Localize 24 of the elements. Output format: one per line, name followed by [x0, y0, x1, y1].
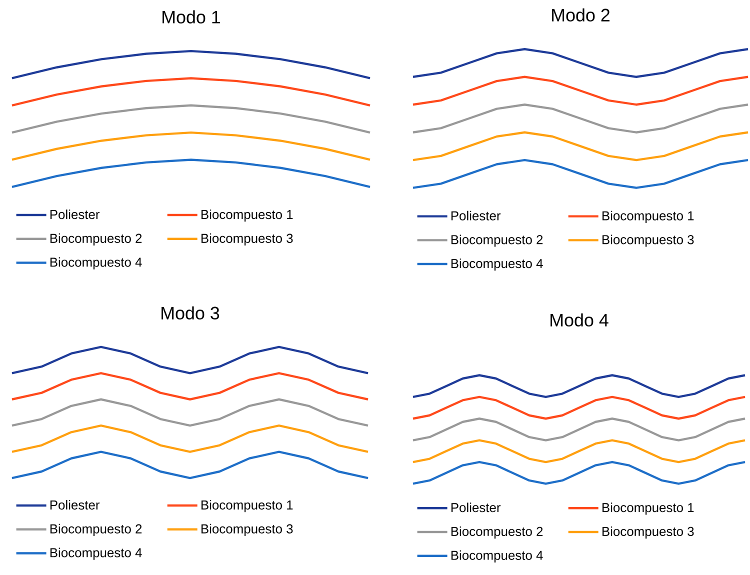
chart-title: Modo 1	[162, 10, 220, 24]
legend-label: Biocompuesto 2	[50, 233, 142, 246]
legend-label: Poliester	[451, 502, 501, 512]
legend-label: Biocompuesto 1	[202, 500, 293, 512]
legend-label: Biocompuesto 3	[602, 526, 694, 539]
chart-title: Modo 4	[550, 313, 608, 326]
legend-label: Biocompuesto 1	[602, 502, 694, 515]
legend-label: Biocompuesto 4	[50, 257, 142, 270]
legend-label: Biocompuesto 4	[451, 550, 543, 562]
legend-label: Biocompuesto 2	[451, 234, 543, 247]
chart-title: Modo 2	[552, 8, 610, 22]
legend-label: Biocompuesto 3	[202, 233, 293, 246]
legend-label: Poliester	[451, 210, 501, 220]
chart-title: Modo 3	[162, 306, 220, 320]
legend-label: Biocompuesto 1	[602, 210, 694, 223]
legend-label: Biocompuesto 1	[202, 210, 293, 222]
legend-label: Biocompuesto 4	[50, 548, 142, 560]
legend-label: Biocompuesto 3	[602, 234, 694, 247]
legend-label: Biocompuesto 2	[451, 526, 543, 539]
legend-label: Biocompuesto 4	[451, 258, 543, 271]
legend-label: Biocompuesto 2	[50, 524, 142, 536]
legend-label: Poliester	[50, 210, 100, 220]
legend-label: Biocompuesto 3	[202, 524, 293, 536]
legend-label: Poliester	[50, 500, 100, 510]
